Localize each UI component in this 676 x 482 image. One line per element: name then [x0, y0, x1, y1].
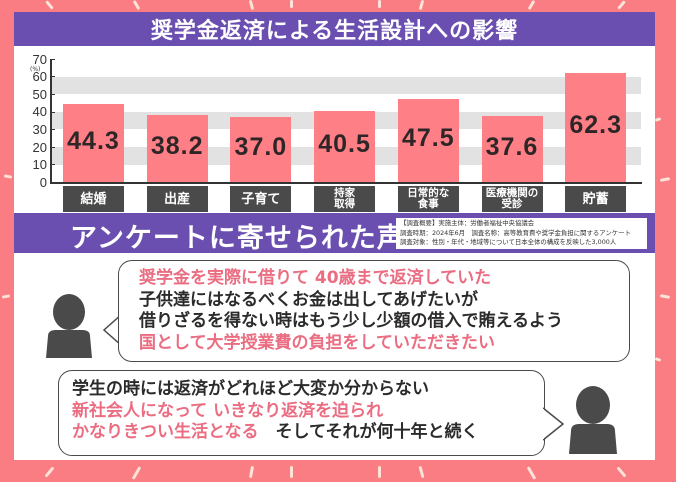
bar: 40.5 — [314, 110, 376, 182]
survey-info-line: 調査対象：性別・年代・地域等について日本全体の構成を反映した3,000人 — [400, 238, 617, 246]
category-label: 貯蓄 — [565, 186, 627, 212]
section-title: アンケートに寄せられた声 — [70, 223, 405, 254]
y-tick — [50, 164, 55, 165]
survey-info-line: 【調査概要】実施主体：労働者福祉中央協議会 — [400, 219, 535, 227]
quote-line: 国として大学授業費の負担をしていただきたい — [139, 333, 629, 355]
y-tick-label: 50 — [32, 87, 47, 102]
quote-line: 学生の時には返済がどれほど大変か分からない — [72, 379, 544, 401]
quote-line: 奨学金を実際に借りて 40歳まで返済していた — [139, 268, 629, 290]
bar-value-label: 62.3 — [569, 111, 623, 140]
infographic-panel: 奨学金返済による生活設計への影響 70 (%) 60 50 40 30 20 1… — [14, 12, 655, 460]
y-tick-label: 10 — [32, 157, 47, 172]
quote-line: 子供達にはなるべくお金は出してあげたいが — [139, 290, 629, 312]
category-label: 結婚 — [63, 186, 124, 212]
y-tick-label: 20 — [32, 140, 47, 155]
highlighted-text: かなりきつい生活となる — [72, 422, 259, 442]
y-tick — [50, 129, 55, 130]
y-axis — [50, 59, 52, 183]
bar: 44.3 — [63, 104, 124, 182]
category-label: 持家 取得 — [314, 186, 376, 212]
highlighted-text: 新社会人になって いきなり返済を迫られ — [72, 400, 384, 421]
x-axis — [50, 182, 642, 184]
quote-text: 借りざるを得ない時はもう少し少額の借入で賄えるよう — [139, 311, 563, 331]
y-tick — [50, 112, 55, 113]
y-tick-label: 70 — [32, 52, 47, 67]
bar: 47.5 — [397, 98, 459, 182]
person-icon — [569, 386, 617, 454]
bar-value-label: 37.0 — [234, 133, 288, 162]
person-icon — [46, 294, 92, 358]
y-tick-label: 30 — [32, 122, 47, 137]
survey-info-box: 【調査概要】実施主体：労働者福祉中央協議会 調査時期：2024年6月 調査名称：… — [396, 218, 647, 249]
quote-text: そしてそれが何十年と続く — [258, 422, 479, 442]
quote-text: 子供達にはなるべくお金は出してあげたいが — [139, 289, 478, 310]
quote-line: かなりきつい生活となる そしてそれが何十年と続く — [72, 422, 544, 444]
quote-bubble-2: 学生の時には返済がどれほど大変か分からない 新社会人になって いきなり返済を迫られ… — [58, 370, 545, 456]
bar: 38.2 — [146, 114, 208, 182]
bar-value-label: 47.5 — [401, 124, 455, 153]
y-tick — [50, 94, 55, 95]
bar-chart: 70 (%) 60 50 40 30 20 10 0 44.3 38.2 37.0 4… — [14, 46, 655, 222]
bar: 37.0 — [230, 116, 292, 182]
bar: 62.3 — [565, 72, 627, 182]
bar: 37.6 — [481, 115, 543, 182]
quote-line: 新社会人になって いきなり返済を迫られ — [72, 401, 544, 423]
y-tick-label: 0 — [39, 175, 47, 190]
category-label: 日常的な 食事 — [397, 186, 459, 212]
y-tick — [50, 76, 55, 77]
page-title: 奨学金返済による生活設計への影響 — [14, 12, 655, 46]
y-tick-label: 40 — [32, 104, 47, 119]
section-header: アンケートに寄せられた声 【調査概要】実施主体：労働者福祉中央協議会 調査時期：… — [14, 213, 655, 254]
quote-bubble-1: 奨学金を実際に借りて 40歳まで返済していた 子供達にはなるべくお金は出してあげた… — [118, 260, 630, 362]
bar-value-label: 40.5 — [318, 130, 371, 159]
category-label: 出産 — [146, 186, 208, 212]
bar-value-label: 38.2 — [150, 132, 204, 161]
category-label: 子育て — [230, 186, 292, 212]
grid-band — [51, 76, 641, 95]
bar-value-label: 44.3 — [67, 127, 120, 156]
y-tick — [50, 147, 55, 148]
quote-text: 学生の時には返済がどれほど大変か分からない — [72, 379, 429, 399]
speech-pointer — [543, 407, 565, 441]
highlighted-text: 奨学金を実際に借りて 40歳まで返済していた — [139, 268, 492, 288]
y-tick — [50, 59, 55, 60]
quote-line: 借りざるを得ない時はもう少し少額の借入で賄えるよう — [139, 311, 629, 333]
bar-value-label: 37.6 — [485, 132, 539, 161]
y-unit-label: (%) — [30, 66, 41, 73]
category-label: 医療機関の 受診 — [481, 186, 543, 212]
highlighted-text: 国として大学授業費の負担をしていただきたい — [139, 332, 495, 353]
survey-info-line: 調査時期：2024年6月 調査名称：高等教育費や奨学金負担に関するアンケート — [400, 228, 631, 237]
y-tick-label: 60 — [32, 69, 47, 84]
